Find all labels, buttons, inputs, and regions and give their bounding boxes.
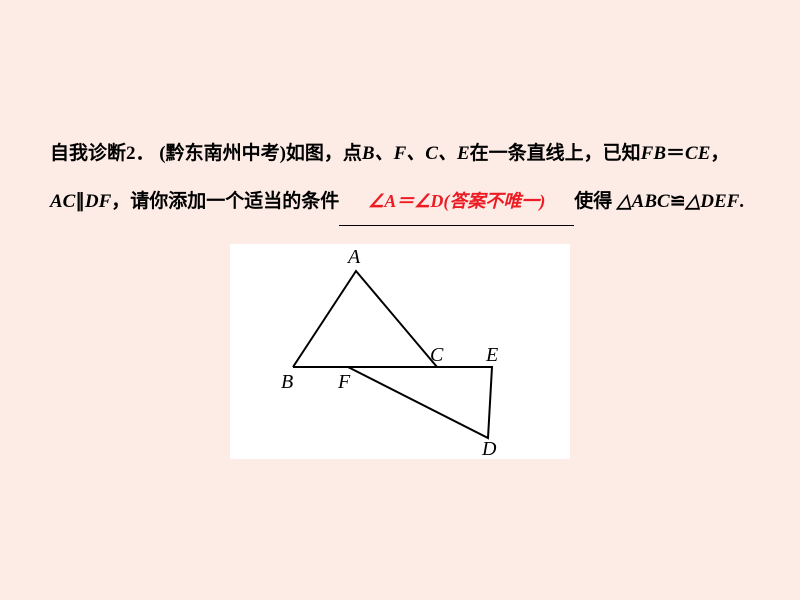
tri1: △ABC bbox=[617, 191, 670, 212]
given1b: CE bbox=[685, 143, 710, 164]
seg2: ，请你添加一个适当的条件 bbox=[111, 191, 339, 212]
answer-blank: ∠A＝∠D(答案不唯一) bbox=[339, 178, 574, 227]
comma1: ， bbox=[710, 143, 729, 164]
label-F: F bbox=[338, 371, 350, 394]
given2a: AC bbox=[50, 191, 75, 212]
congruent: ≌ bbox=[670, 191, 686, 212]
given2b: DF bbox=[85, 191, 111, 212]
seg1: 在一条直线上，已知 bbox=[470, 143, 641, 164]
label-E: E bbox=[486, 344, 498, 367]
label-C: C bbox=[430, 344, 443, 367]
label-B: B bbox=[281, 371, 293, 394]
given1a: FB bbox=[641, 143, 666, 164]
heading: 自我诊断2． bbox=[50, 143, 155, 164]
label-D: D bbox=[482, 438, 496, 461]
seg3: 使得 bbox=[574, 191, 612, 212]
geometry-figure: A B F C E D bbox=[230, 244, 570, 459]
tri2: △DEF bbox=[686, 191, 740, 212]
period: . bbox=[739, 191, 744, 212]
geometry-svg bbox=[230, 244, 570, 459]
answer-text: ∠A＝∠D(答案不唯一) bbox=[362, 191, 551, 211]
problem-text: 自我诊断2． (黔东南州中考)如图，点B、F、C、E在一条直线上，已知FB＝CE… bbox=[50, 130, 750, 226]
points-list: B、F、C、E bbox=[362, 143, 470, 164]
source: (黔东南州中考)如图，点 bbox=[159, 143, 362, 164]
eq: ＝ bbox=[666, 143, 685, 164]
label-A: A bbox=[348, 246, 360, 269]
parallel: ∥ bbox=[75, 191, 85, 212]
